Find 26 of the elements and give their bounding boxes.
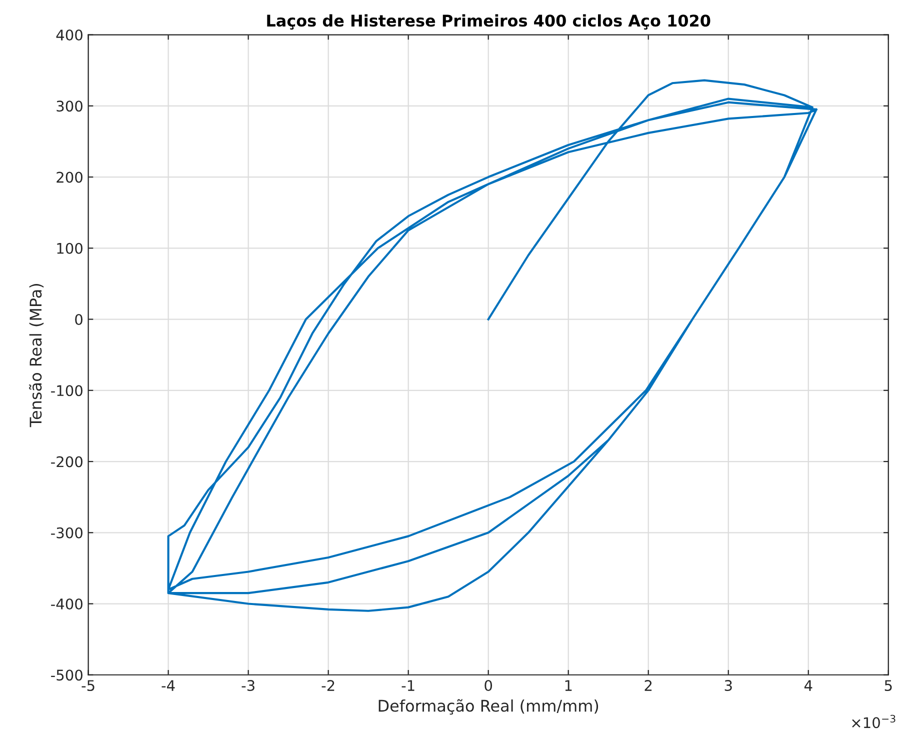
y-tick-label: -200 (51, 456, 82, 468)
x-tick-label: 3 (724, 680, 732, 692)
x-tick-label: -5 (82, 680, 94, 692)
y-tick-label: -300 (51, 527, 82, 538)
line-series (167, 79, 818, 612)
y-tick-label: 100 (57, 242, 82, 254)
y-tick-label: 200 (56, 172, 82, 183)
y-tick-label: 400 (56, 29, 82, 41)
x-tick-label: 1 (565, 680, 572, 691)
x-tick-label: -4 (162, 680, 175, 691)
y-tick-label: 300 (56, 100, 82, 112)
x-tick-label: 5 (884, 680, 892, 692)
y-tick-label: 0 (75, 314, 82, 326)
x-tick-label: 4 (804, 680, 812, 691)
x-tick-label: -2 (322, 680, 334, 691)
y-tick-label: -100 (51, 385, 82, 396)
chart-title: Laços de Histerese Primeiros 400 ciclos Aço 1020 (267, 14, 710, 30)
x-tick-label: -1 (402, 680, 414, 691)
x-tick-label: 2 (644, 680, 652, 691)
x-axis-title: Deformação Real (mm/mm) (378, 699, 598, 715)
y-axis-title: Tensão Real (MPa) (29, 284, 44, 428)
x-tick-label: 0 (484, 680, 492, 692)
y-tick-label: -400 (51, 598, 82, 610)
x-tick-label: -3 (242, 680, 254, 692)
text: ×10$^{−3}$ (852, 714, 896, 728)
y-tick-label: -500 (51, 670, 82, 681)
